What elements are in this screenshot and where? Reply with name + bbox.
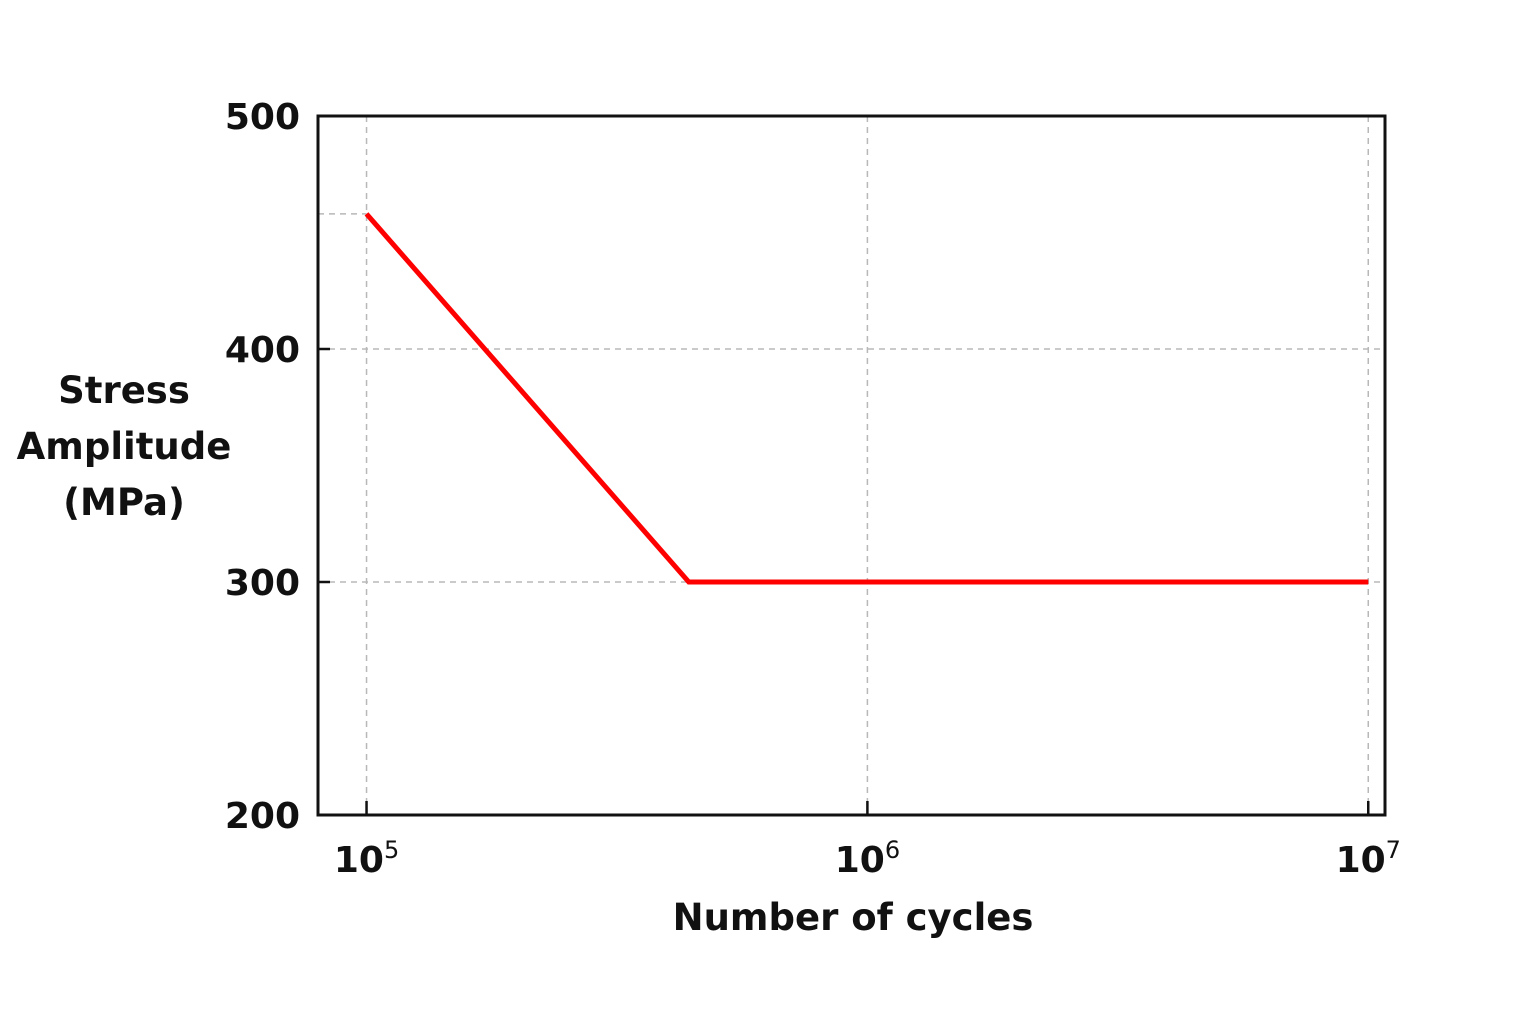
y-axis-title: Stress Amplitude (MPa) [17, 369, 232, 524]
y-axis-title-line: Stress [58, 369, 190, 412]
x-tick-exponent: 6 [885, 836, 900, 864]
x-tick-label: 107 [1336, 836, 1401, 881]
x-tick-base: 10 [1336, 840, 1386, 881]
y-tick-label: 500 [225, 97, 300, 138]
grid [318, 116, 1385, 815]
y-tick-label: 400 [225, 330, 300, 371]
x-axis-title: Number of cycles [673, 896, 1034, 939]
x-tick-exponent: 5 [384, 836, 399, 864]
x-tick-base: 10 [835, 840, 885, 881]
y-tick-label: 200 [225, 796, 300, 837]
series-line [364, 212, 1369, 585]
y-axis-title-line: Amplitude [17, 425, 232, 468]
plot-area [364, 212, 1369, 585]
y-axis-title-line: (MPa) [63, 481, 185, 524]
y-tick-label: 300 [225, 563, 300, 604]
x-tick-label: 106 [835, 836, 900, 881]
x-tick-base: 10 [334, 840, 384, 881]
x-tick-exponent: 7 [1386, 836, 1401, 864]
x-tick-label: 105 [334, 836, 399, 881]
plot-frame [316, 114, 1387, 817]
